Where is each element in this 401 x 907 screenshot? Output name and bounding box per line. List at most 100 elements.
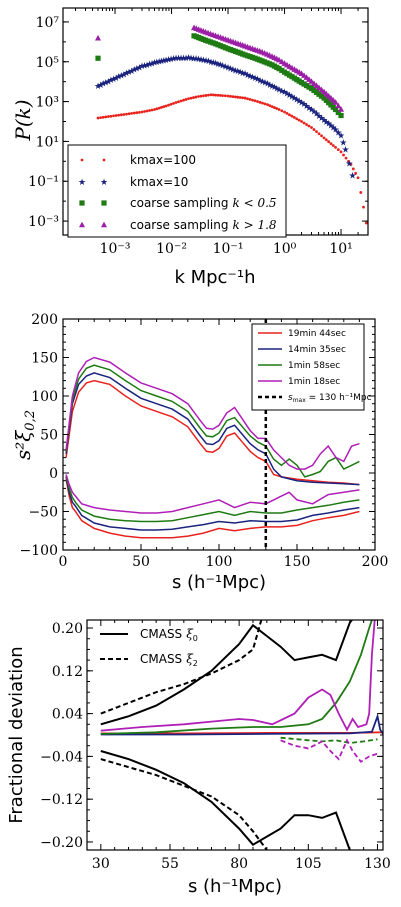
series1-point: ★ bbox=[231, 66, 239, 76]
series0-point bbox=[307, 124, 311, 128]
series0-point bbox=[223, 94, 227, 98]
series1-point: ★ bbox=[207, 58, 215, 68]
series1-point: ★ bbox=[153, 58, 161, 68]
series0-point bbox=[145, 109, 149, 113]
power-spectrum-panel: ★★★★★★★★★★★★★★★★★★★★★★★★★★★★★★★★★★★★★★★★… bbox=[11, 7, 369, 288]
series1-point: ★ bbox=[288, 93, 296, 103]
legend-marker-series0 bbox=[102, 158, 106, 162]
y-tick-label: 10⁷ bbox=[36, 15, 60, 31]
deviation-series0-line bbox=[100, 620, 354, 726]
series0-point bbox=[327, 140, 331, 144]
series0-point bbox=[336, 148, 340, 152]
series0-point bbox=[275, 107, 279, 110]
series0-point bbox=[305, 123, 308, 126]
series0-point bbox=[263, 102, 267, 106]
series0-point bbox=[349, 163, 353, 166]
series0-point bbox=[119, 113, 123, 117]
legend-entry-smax-value: = 130 h⁻¹Mpc bbox=[306, 393, 372, 403]
series1-point: ★ bbox=[224, 64, 232, 74]
series0-point bbox=[354, 171, 358, 175]
series1-point: ★ bbox=[334, 128, 342, 138]
deviation-series9-line bbox=[280, 738, 378, 763]
legend-entry-kmax10: kmax=10 bbox=[130, 175, 188, 189]
series0-point bbox=[238, 96, 242, 99]
deviation-legend: CMASS ξ0 CMASS ξ2 bbox=[100, 627, 198, 668]
y-tick-label: −0.04 bbox=[40, 749, 83, 765]
series1-point: ★ bbox=[202, 57, 210, 67]
legend-entry-smax: smax = 130 h⁻¹Mpc bbox=[288, 393, 372, 404]
series1-point: ★ bbox=[226, 65, 234, 75]
series0-point bbox=[216, 93, 220, 97]
series1-point: ★ bbox=[104, 77, 112, 87]
series0-point bbox=[233, 95, 237, 99]
series1-point: ★ bbox=[290, 94, 298, 104]
series1-point: ★ bbox=[248, 73, 256, 83]
series1-point: ★ bbox=[112, 74, 120, 84]
deviation-series7-line bbox=[280, 736, 378, 744]
legend-entry-xi2-name: CMASS bbox=[140, 652, 182, 666]
y-tick-label: 150 bbox=[31, 351, 58, 367]
series0-point bbox=[117, 113, 121, 117]
series1-point: ★ bbox=[339, 138, 347, 148]
y-tick-label: −100 bbox=[20, 543, 58, 559]
series1-point: ★ bbox=[197, 55, 205, 65]
series0-point bbox=[243, 96, 247, 100]
series1-xi2-line bbox=[65, 476, 360, 531]
series1-point: ★ bbox=[209, 58, 217, 68]
series1-point: ★ bbox=[295, 97, 303, 107]
series0-point bbox=[226, 94, 230, 98]
series1-point: ★ bbox=[138, 62, 146, 72]
deviation-series2-line bbox=[100, 620, 263, 715]
series1-point: ★ bbox=[194, 55, 202, 65]
series0-point bbox=[322, 136, 326, 140]
series1-point: ★ bbox=[162, 56, 170, 66]
series0-point bbox=[331, 144, 335, 147]
series0-xi2-line bbox=[65, 479, 360, 539]
series0-point bbox=[179, 99, 183, 103]
series0-point bbox=[182, 98, 185, 102]
y-tick-label: 0.12 bbox=[52, 664, 83, 680]
series1-point: ★ bbox=[182, 54, 190, 64]
series1-point: ★ bbox=[273, 84, 281, 94]
series0-point bbox=[351, 167, 355, 171]
series0-point bbox=[334, 146, 337, 149]
legend-entry-coarse-low-name: coarse sampling bbox=[130, 196, 228, 210]
series1-point: ★ bbox=[275, 86, 283, 96]
y-tick-label: 10⁵ bbox=[36, 55, 60, 71]
legend-entry-19min: 19min 44sec bbox=[288, 329, 346, 339]
correlation-panel: 0 50 100 150 200 −100 −50 0 50 100 150 200 s²ξ0,2 s… bbox=[11, 312, 388, 593]
deviation-y-axis-label: Fractional deviation bbox=[6, 646, 27, 823]
x-tick-label: 0 bbox=[59, 554, 68, 570]
series0-point bbox=[280, 109, 284, 113]
series0-point bbox=[148, 109, 151, 112]
series0-point bbox=[138, 110, 141, 114]
legend-line-samples bbox=[258, 332, 282, 399]
series0-point bbox=[167, 103, 170, 107]
series1-point: ★ bbox=[107, 76, 115, 86]
series0-point bbox=[287, 113, 291, 117]
series3-point bbox=[338, 106, 345, 112]
series1-point: ★ bbox=[270, 83, 278, 93]
series1-point: ★ bbox=[192, 55, 200, 65]
correlation-y-axis-label: s²ξ0,2 bbox=[11, 410, 38, 460]
series0-point bbox=[155, 107, 159, 111]
deviation-series5-line bbox=[100, 712, 383, 736]
legend-entry-xi0-sub: 0 bbox=[193, 634, 198, 643]
series0-point bbox=[302, 121, 306, 125]
legend-entry-smax-sub: max bbox=[293, 397, 307, 404]
series0-point bbox=[229, 94, 232, 98]
series3-point bbox=[95, 34, 102, 41]
series0-point bbox=[248, 98, 252, 101]
series1-point: ★ bbox=[145, 60, 153, 70]
series0-point bbox=[253, 99, 257, 103]
legend-entry-1min58: 1min 58sec bbox=[288, 361, 340, 371]
series1-point: ★ bbox=[117, 72, 125, 82]
series0-point bbox=[207, 93, 210, 97]
series0-point bbox=[99, 116, 103, 120]
legend-entry-1min18: 1min 18sec bbox=[288, 377, 340, 387]
x-tick-label: 10⁰ bbox=[273, 241, 297, 257]
series1-point: ★ bbox=[251, 74, 259, 84]
series0-point bbox=[268, 104, 272, 108]
series1-point: ★ bbox=[253, 75, 261, 85]
series1-point: ★ bbox=[315, 112, 323, 122]
